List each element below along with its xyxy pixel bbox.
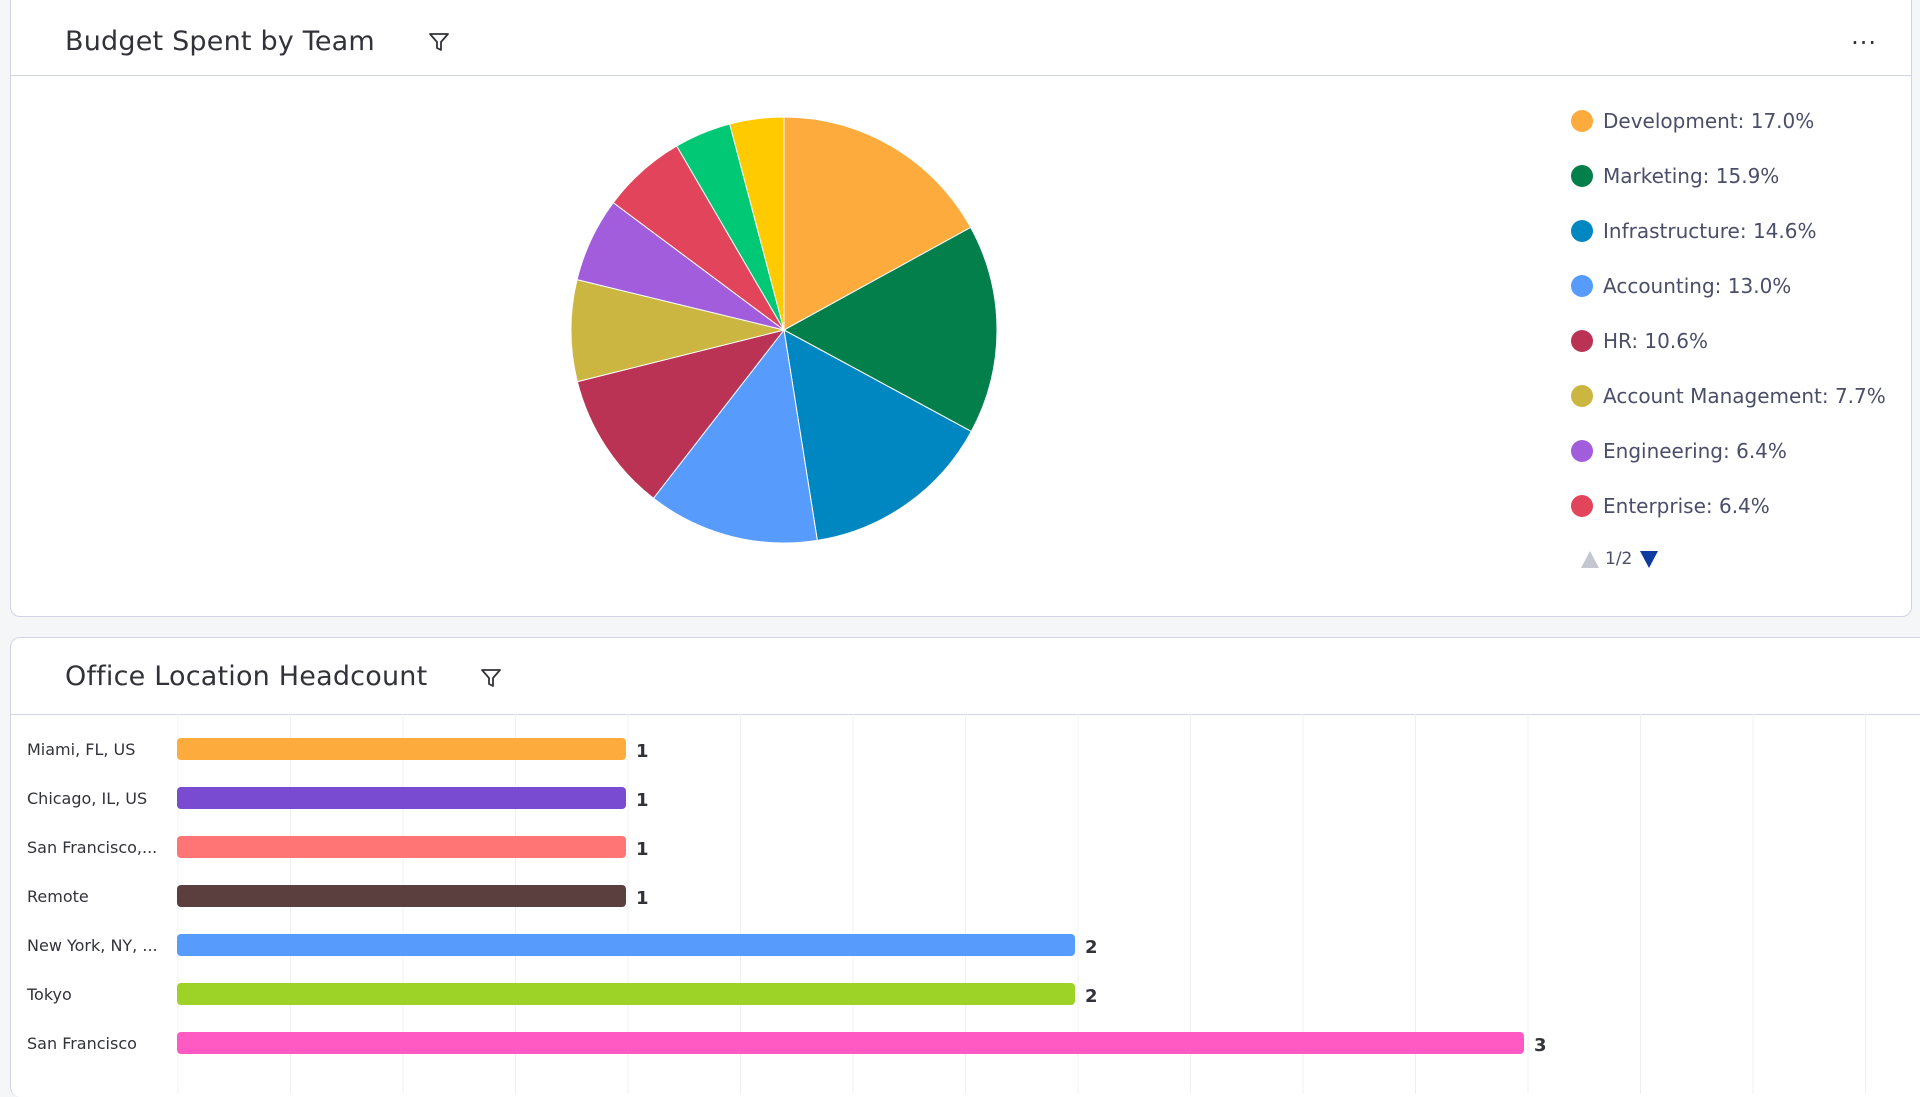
bar-value-label: 1 bbox=[636, 888, 649, 909]
bar-category-label: San Francisco bbox=[27, 1034, 137, 1053]
bar-category-label: San Francisco,... bbox=[27, 838, 157, 857]
bar-value-label: 1 bbox=[636, 741, 649, 762]
legend-color-dot bbox=[1571, 165, 1593, 187]
legend-color-dot bbox=[1571, 220, 1593, 242]
legend-label: Marketing: 15.9% bbox=[1603, 164, 1780, 188]
pie-slice[interactable] bbox=[576, 329, 786, 500]
legend-label: Accounting: 13.0% bbox=[1603, 274, 1792, 298]
pie-chart bbox=[570, 116, 998, 544]
legend-label: Development: 17.0% bbox=[1603, 109, 1815, 133]
pager-label: 1/2 bbox=[1605, 549, 1633, 569]
bar[interactable] bbox=[177, 738, 626, 760]
legend-pager: 1/2 bbox=[1581, 549, 1659, 569]
page-up-icon[interactable] bbox=[1581, 550, 1599, 568]
pie-slice[interactable] bbox=[783, 329, 972, 541]
pie-legend: Development: 17.0% Marketing: 15.9% Infras… bbox=[1571, 109, 1886, 549]
legend-item[interactable]: Marketing: 15.9% bbox=[1571, 164, 1886, 219]
bar[interactable] bbox=[177, 983, 1075, 1005]
office-headcount-widget: Office Location Headcount Miami, FL, US 1… bbox=[10, 637, 1920, 1097]
filter-icon[interactable] bbox=[477, 664, 505, 692]
legend-label: Account Management: 7.7% bbox=[1603, 384, 1886, 408]
bar-category-label: Miami, FL, US bbox=[27, 740, 135, 759]
bar-category-label: Chicago, IL, US bbox=[27, 789, 147, 808]
budget-widget: Budget Spent by Team ··· Development: 17… bbox=[10, 0, 1912, 617]
legend-label: Enterprise: 6.4% bbox=[1603, 494, 1770, 518]
legend-label: HR: 10.6% bbox=[1603, 329, 1708, 353]
legend-color-dot bbox=[1571, 275, 1593, 297]
widget-header: Office Location Headcount bbox=[11, 638, 1920, 715]
widget-title: Office Location Headcount bbox=[65, 661, 428, 692]
bar-value-label: 1 bbox=[636, 839, 649, 860]
legend-item[interactable]: Account Management: 7.7% bbox=[1571, 384, 1886, 439]
bar[interactable] bbox=[177, 1032, 1524, 1054]
bar-value-label: 1 bbox=[636, 790, 649, 811]
legend-color-dot bbox=[1571, 495, 1593, 517]
widget-title: Budget Spent by Team bbox=[65, 26, 375, 57]
widget-header: Budget Spent by Team ··· bbox=[11, 0, 1911, 76]
bar-category-label: Remote bbox=[27, 887, 89, 906]
pie-slice[interactable] bbox=[782, 226, 998, 433]
bar[interactable] bbox=[177, 934, 1075, 956]
bar[interactable] bbox=[177, 885, 626, 907]
more-options-icon[interactable]: ··· bbox=[1851, 29, 1877, 57]
legend-label: Engineering: 6.4% bbox=[1603, 439, 1787, 463]
pie-slice[interactable] bbox=[729, 116, 785, 331]
bar-value-label: 3 bbox=[1534, 1035, 1547, 1056]
legend-color-dot bbox=[1571, 440, 1593, 462]
legend-color-dot bbox=[1571, 330, 1593, 352]
legend-item[interactable]: Enterprise: 6.4% bbox=[1571, 494, 1886, 549]
filter-icon[interactable] bbox=[425, 28, 453, 56]
page-down-icon[interactable] bbox=[1640, 550, 1659, 568]
bar[interactable] bbox=[177, 836, 626, 858]
legend-color-dot bbox=[1571, 385, 1593, 407]
bar-category-label: New York, NY, ... bbox=[27, 936, 158, 955]
legend-item[interactable]: Infrastructure: 14.6% bbox=[1571, 219, 1886, 274]
bar[interactable] bbox=[177, 787, 626, 809]
bar-category-label: Tokyo bbox=[26, 985, 72, 1004]
legend-item[interactable]: Development: 17.0% bbox=[1571, 109, 1886, 164]
bar-chart: Miami, FL, US 1 Chicago, IL, US 1 San Franci… bbox=[26, 714, 1866, 1094]
legend-color-dot bbox=[1571, 110, 1593, 132]
legend-item[interactable]: Engineering: 6.4% bbox=[1571, 439, 1886, 494]
bar-value-label: 2 bbox=[1085, 937, 1098, 958]
pie-slice[interactable] bbox=[652, 328, 818, 544]
legend-item[interactable]: Accounting: 13.0% bbox=[1571, 274, 1886, 329]
pie-slice[interactable] bbox=[570, 279, 785, 383]
pie-slice[interactable] bbox=[783, 116, 972, 331]
legend-item[interactable]: HR: 10.6% bbox=[1571, 329, 1886, 384]
legend-label: Infrastructure: 14.6% bbox=[1603, 219, 1817, 243]
bar-value-label: 2 bbox=[1085, 986, 1098, 1007]
